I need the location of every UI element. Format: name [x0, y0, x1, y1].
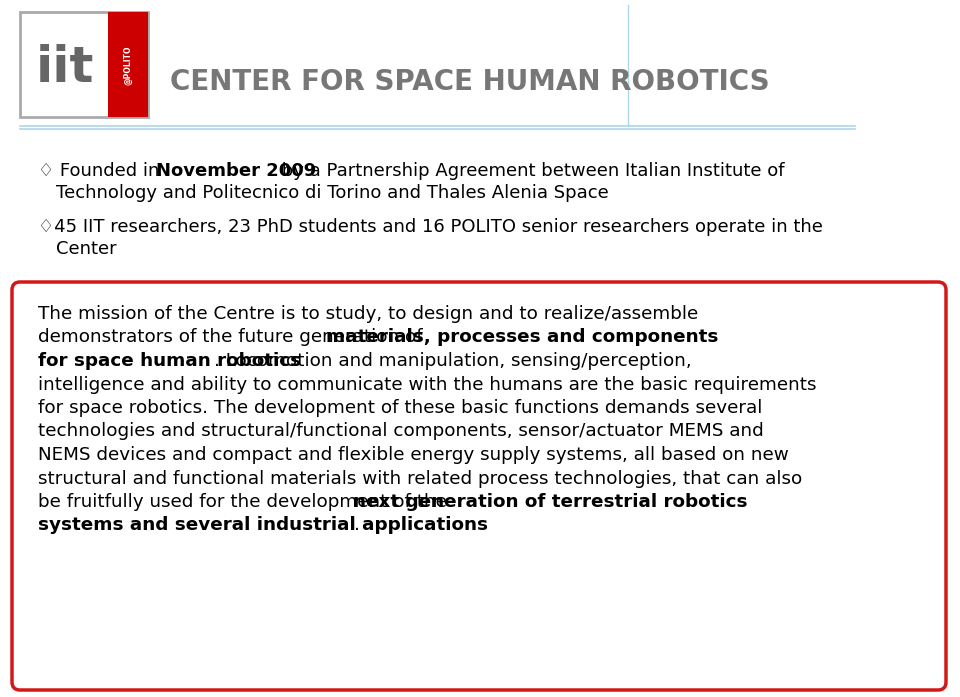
- Text: ♢ Founded in: ♢ Founded in: [38, 162, 165, 180]
- Text: by a Partnership Agreement between Italian Institute of: by a Partnership Agreement between Itali…: [276, 162, 784, 180]
- Text: demonstrators of the future generation of: demonstrators of the future generation o…: [38, 328, 428, 346]
- Bar: [20, 12, 148, 117]
- Text: Technology and Politecnico di Torino and Thales Alenia Space: Technology and Politecnico di Torino and…: [56, 184, 609, 202]
- Text: iit: iit: [36, 44, 94, 92]
- Text: for space robotics. The development of these basic functions demands several: for space robotics. The development of t…: [38, 399, 762, 417]
- Text: @POLITO: @POLITO: [124, 45, 132, 85]
- Text: for space human robotics: for space human robotics: [38, 352, 301, 370]
- Text: ♢45 IIT researchers, 23 PhD students and 16 POLITO senior researchers operate in: ♢45 IIT researchers, 23 PhD students and…: [38, 218, 823, 236]
- Text: structural and functional materials with related process technologies, that can : structural and functional materials with…: [38, 470, 803, 487]
- Text: Center: Center: [56, 240, 116, 258]
- Text: be fruitfully used for the development of the: be fruitfully used for the development o…: [38, 493, 453, 511]
- Text: next generation of terrestrial robotics: next generation of terrestrial robotics: [353, 493, 748, 511]
- Bar: [108, 12, 148, 117]
- Text: intelligence and ability to communicate with the humans are the basic requiremen: intelligence and ability to communicate …: [38, 376, 817, 394]
- Text: materials, processes and components: materials, processes and components: [325, 328, 718, 346]
- Text: systems and several industrial applications: systems and several industrial applicati…: [38, 516, 488, 535]
- Text: CENTER FOR SPACE HUMAN ROBOTICS: CENTER FOR SPACE HUMAN ROBOTICS: [170, 68, 770, 96]
- Text: . Locomotion and manipulation, sensing/perception,: . Locomotion and manipulation, sensing/p…: [214, 352, 692, 370]
- FancyBboxPatch shape: [12, 282, 946, 690]
- Text: technologies and structural/functional components, sensor/actuator MEMS and: technologies and structural/functional c…: [38, 422, 764, 441]
- Text: November 2009: November 2009: [156, 162, 316, 180]
- Text: The mission of the Centre is to study, to design and to realize/assemble: The mission of the Centre is to study, t…: [38, 305, 698, 323]
- Text: .: .: [354, 516, 360, 535]
- Text: NEMS devices and compact and flexible energy supply systems, all based on new: NEMS devices and compact and flexible en…: [38, 446, 789, 464]
